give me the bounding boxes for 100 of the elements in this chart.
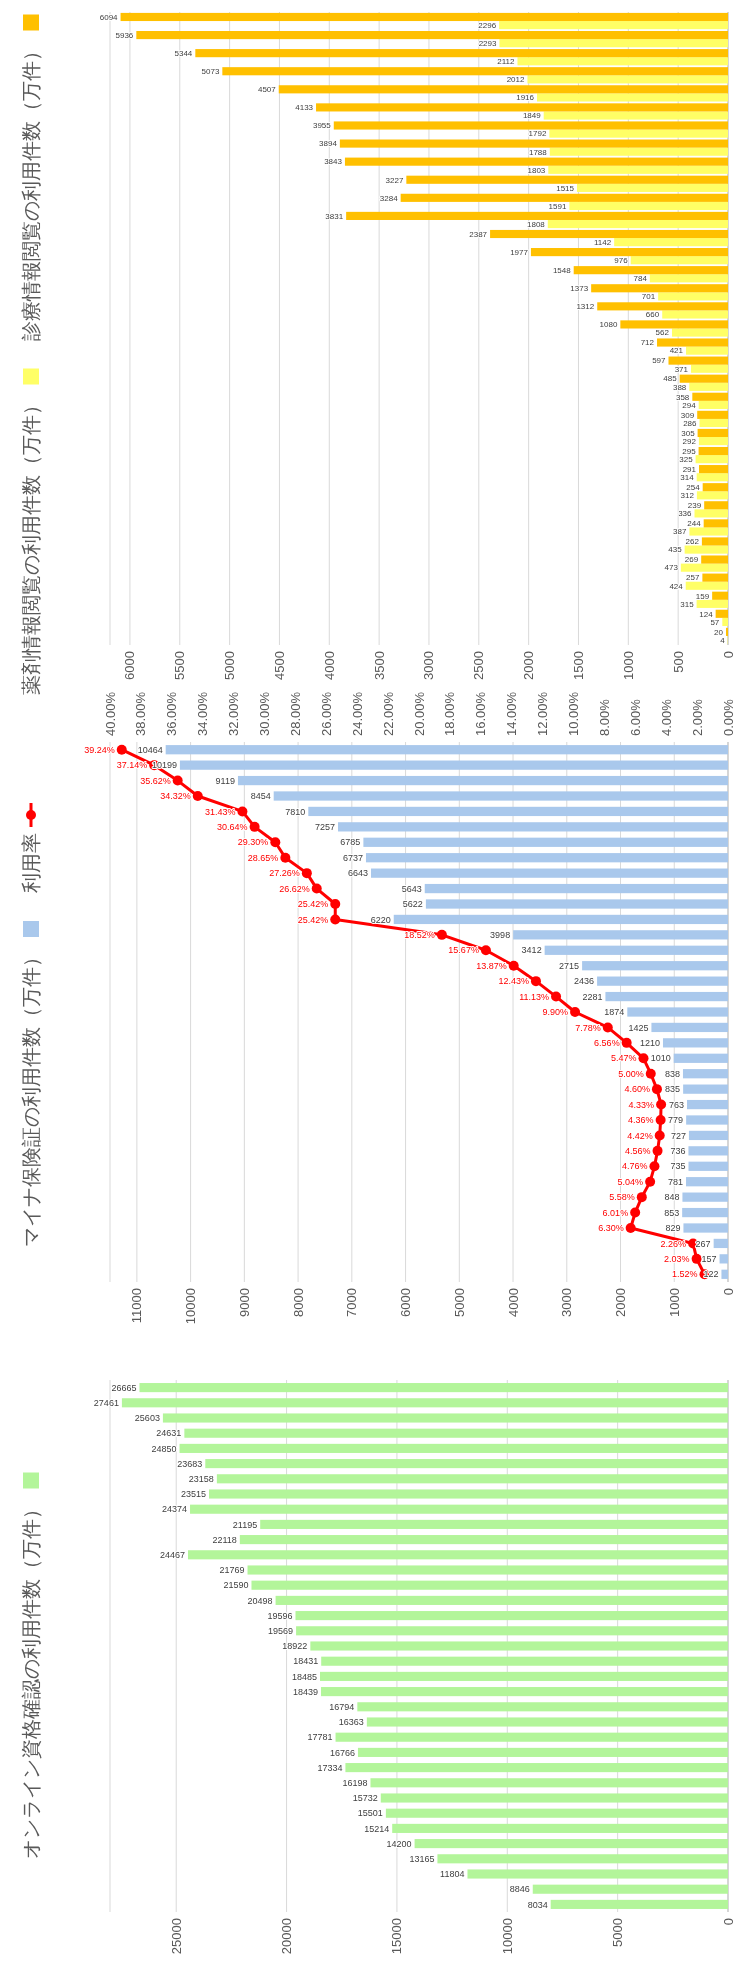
data-label: 2012 (506, 75, 525, 85)
bar (339, 139, 728, 148)
data-label: 24631 (156, 1428, 182, 1439)
data-label: 24850 (151, 1443, 177, 1454)
data-label: 5.47% (610, 1053, 637, 1064)
point (237, 806, 248, 817)
x-tick-label: 25000 (168, 1918, 184, 1955)
data-label: 3227 (385, 175, 404, 185)
bar (251, 1580, 728, 1590)
bar (686, 1115, 728, 1125)
x2-tick-label: 6.00% (627, 698, 643, 736)
bar (702, 573, 728, 582)
bar (683, 1223, 728, 1233)
bar (467, 1869, 728, 1879)
bar (695, 455, 728, 464)
x-tick-label: 1500 (570, 651, 586, 680)
bar (662, 1038, 728, 1048)
x-tick-label: 5500 (172, 651, 188, 680)
data-label: 2112 (497, 57, 516, 67)
data-label: 1548 (552, 265, 572, 275)
bar (597, 976, 728, 986)
bar (371, 868, 728, 878)
bar (346, 211, 728, 220)
data-label: 387 (673, 527, 687, 537)
bar (321, 1687, 728, 1697)
bar (683, 1084, 728, 1094)
bar (627, 1007, 728, 1017)
data-label: 124 (699, 609, 714, 619)
data-label: 8846 (509, 1884, 530, 1895)
data-label: 244 (687, 519, 702, 529)
bar (120, 12, 728, 22)
data-label: 435 (668, 545, 683, 555)
x2-tick-label: 30.00% (257, 691, 272, 736)
bar (499, 21, 728, 30)
data-label: 473 (664, 563, 679, 573)
bar (316, 103, 728, 112)
bar (179, 760, 728, 770)
point (249, 821, 260, 832)
data-label: 485 (663, 374, 678, 384)
bar (490, 229, 728, 239)
x-tick-label: 1000 (620, 651, 636, 680)
bar (668, 356, 728, 365)
data-label: 294 (682, 400, 697, 410)
bar (136, 30, 728, 40)
x-tick-label: 500 (670, 651, 686, 673)
data-label: 4.76% (621, 1161, 648, 1172)
data-label: 21590 (223, 1580, 249, 1591)
bar (688, 1161, 728, 1171)
bar (689, 527, 728, 536)
x-tick-label: 6000 (398, 1288, 414, 1317)
data-label: 1792 (528, 129, 547, 139)
point (645, 1068, 656, 1079)
data-label: 763 (668, 1099, 684, 1110)
bar (658, 292, 728, 301)
bar (573, 266, 728, 275)
data-label: 5936 (115, 30, 134, 40)
data-label: 16766 (329, 1747, 355, 1758)
bar (698, 400, 728, 409)
data-label: 1010 (650, 1053, 671, 1064)
data-label: 6737 (342, 852, 363, 863)
data-label: 291 (682, 464, 697, 474)
data-label: 15501 (357, 1808, 383, 1819)
data-label: 4.56% (625, 1146, 651, 1157)
data-label: 17334 (317, 1762, 343, 1773)
bar (437, 1854, 728, 1864)
data-label: 4.36% (628, 1115, 654, 1126)
legend-label: 診療情報閲覧の利用件数（万件） (20, 40, 42, 341)
data-label: 4 (720, 635, 726, 645)
bar (187, 1550, 728, 1560)
bar (630, 256, 728, 265)
x2-tick-label: 26.00% (318, 691, 334, 736)
x2-tick-label: 8.00% (596, 698, 612, 736)
bar (694, 509, 728, 518)
bar (278, 85, 728, 94)
data-label: 239 (687, 501, 702, 511)
x2-tick-label: 4.00% (658, 698, 674, 736)
bar (273, 791, 728, 801)
bar (614, 238, 728, 247)
data-label: 309 (680, 410, 695, 420)
bar (335, 1732, 728, 1742)
x-tick-label: 15000 (389, 1918, 405, 1955)
bar (537, 93, 728, 102)
bar (333, 121, 728, 130)
bar (696, 599, 728, 608)
data-label: 736 (670, 1146, 686, 1157)
point (172, 775, 183, 786)
bar (380, 1793, 728, 1803)
bar (310, 1641, 728, 1651)
bar (680, 563, 728, 572)
bar (591, 284, 728, 293)
point (649, 1161, 660, 1172)
data-label: 23515 (180, 1489, 206, 1500)
data-label: 3843 (324, 157, 343, 167)
x-tick-label: 3000 (421, 651, 437, 680)
point (508, 960, 519, 971)
data-label: 11.13% (519, 991, 550, 1002)
bar (543, 111, 728, 120)
bar (345, 1763, 728, 1773)
data-label: 6.01% (602, 1207, 629, 1218)
data-label: 31.43% (204, 806, 236, 817)
